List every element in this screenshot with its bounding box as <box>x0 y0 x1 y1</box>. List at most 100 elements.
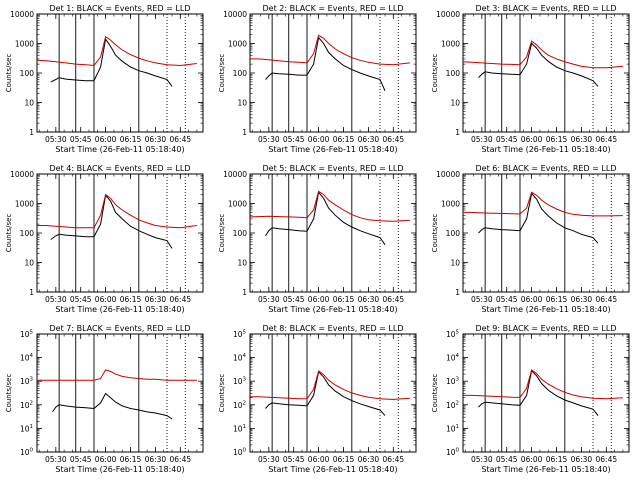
y-tick-label: 104 <box>233 353 247 363</box>
y-tick-label: 10 <box>237 259 247 268</box>
lld-series-line <box>462 40 623 69</box>
y-tick-label: 103 <box>233 377 247 387</box>
y-tick-label: 10000 <box>223 10 247 19</box>
panel-title: Det 4: BLACK = Events, RED = LLD <box>50 164 191 173</box>
x-tick-label: 06:45 <box>596 135 618 144</box>
lld-series-line <box>37 369 197 381</box>
x-axis-label: Start Time (26-Feb-11 05:18:40) <box>481 465 610 474</box>
x-tick-label: 06:00 <box>95 135 117 144</box>
panel-title: Det 1: BLACK = Events, RED = LLD <box>50 4 191 13</box>
y-axis-label: Counts/sec <box>218 54 226 93</box>
x-tick-label: 06:30 <box>145 135 167 144</box>
y-tick-label: 10000 <box>436 10 460 19</box>
events-series-line <box>265 191 386 245</box>
chart-panel-1: 1 10 100 1000 10000 05:30 05:45 06:00 06:15 06:30… <box>5 4 204 154</box>
x-tick-label: 06:00 <box>521 295 543 304</box>
plot-frame <box>249 173 417 293</box>
x-tick-label: 05:30 <box>471 135 493 144</box>
x-tick-label: 05:45 <box>496 135 518 144</box>
y-tick-label: 103 <box>446 377 460 387</box>
lld-series-line <box>463 191 623 217</box>
x-axis-label: Start Time (26-Feb-11 05:18:40) <box>268 305 397 314</box>
chart-panel-5: 1 10 100 1000 10000 05:30 05:45 06:00 06:15 06:30… <box>218 164 417 314</box>
x-tick-label: 05:45 <box>283 455 305 464</box>
y-tick-label: 1 <box>455 288 460 297</box>
y-tick-label: 1 <box>29 288 34 297</box>
y-tick-label: 100 <box>233 448 247 458</box>
y-tick-label: 10000 <box>10 10 34 19</box>
x-tick-label: 05:30 <box>471 295 493 304</box>
x-axis-label: Start Time (26-Feb-11 05:18:40) <box>55 145 184 154</box>
x-tick-label: 05:30 <box>258 295 280 304</box>
x-tick-label: 06:15 <box>546 295 568 304</box>
plot-frame <box>36 333 204 453</box>
y-tick-label: 1 <box>242 288 247 297</box>
x-axis-label: Start Time (26-Feb-11 05:18:40) <box>55 465 184 474</box>
events-series-line <box>265 370 386 416</box>
x-tick-label: 06:45 <box>383 295 405 304</box>
y-tick-label: 101 <box>446 424 459 434</box>
y-tick-label: 10 <box>450 99 460 108</box>
lld-series-line <box>463 369 623 400</box>
x-tick-label: 06:15 <box>333 295 355 304</box>
plot-frame <box>462 173 630 293</box>
panel-title: Det 6: BLACK = Events, RED = LLD <box>476 164 617 173</box>
y-tick-label: 102 <box>20 400 33 410</box>
y-axis-label: Counts/sec <box>431 374 439 413</box>
events-series-line <box>265 36 386 92</box>
x-tick-label: 05:45 <box>283 295 305 304</box>
x-tick-label: 06:15 <box>120 455 142 464</box>
x-tick-label: 06:45 <box>170 295 192 304</box>
panel-title: Det 5: BLACK = Events, RED = LLD <box>263 164 404 173</box>
y-tick-label: 101 <box>20 424 33 434</box>
y-tick-label: 104 <box>20 353 34 363</box>
chart-panel-6: 1 10 100 1000 10000 05:30 05:45 06:00 06:15 06:30… <box>431 164 630 314</box>
x-tick-label: 06:00 <box>308 135 330 144</box>
x-tick-label: 06:15 <box>120 135 142 144</box>
x-tick-label: 06:15 <box>546 135 568 144</box>
x-tick-label: 06:45 <box>170 135 192 144</box>
x-tick-label: 05:45 <box>283 135 305 144</box>
x-tick-label: 05:45 <box>70 135 92 144</box>
chart-panel-2: 1 10 100 1000 10000 05:30 05:45 06:00 06:15 06:30… <box>218 4 417 154</box>
y-tick-label: 100 <box>446 448 460 458</box>
x-tick-label: 05:45 <box>70 455 92 464</box>
x-tick-label: 06:15 <box>333 455 355 464</box>
x-tick-label: 06:30 <box>358 135 380 144</box>
y-tick-label: 101 <box>233 424 246 434</box>
y-tick-label: 105 <box>233 330 247 340</box>
x-tick-label: 06:00 <box>95 295 117 304</box>
x-tick-label: 06:30 <box>571 455 593 464</box>
x-tick-label: 06:15 <box>120 295 142 304</box>
y-tick-label: 100 <box>446 229 461 238</box>
x-tick-label: 05:30 <box>45 135 67 144</box>
x-tick-label: 06:45 <box>596 295 618 304</box>
lld-series-line <box>250 34 410 66</box>
x-tick-label: 06:30 <box>358 455 380 464</box>
events-series-line <box>478 369 599 416</box>
events-series-line <box>478 42 599 87</box>
x-tick-label: 05:45 <box>496 455 518 464</box>
y-tick-label: 103 <box>20 377 34 387</box>
plot-frame <box>36 173 204 293</box>
x-axis-label: Start Time (26-Feb-11 05:18:40) <box>268 145 397 154</box>
y-tick-label: 1000 <box>228 200 247 209</box>
y-tick-label: 102 <box>233 400 246 410</box>
y-tick-label: 100 <box>446 69 461 78</box>
y-tick-label: 100 <box>233 69 248 78</box>
y-tick-label: 10 <box>237 99 247 108</box>
y-tick-label: 104 <box>446 353 460 363</box>
x-tick-label: 05:30 <box>258 455 280 464</box>
lld-series-line <box>249 190 410 222</box>
y-tick-label: 100 <box>20 69 35 78</box>
panel-title: Det 9: BLACK = Events, RED = LLD <box>476 324 617 333</box>
plot-frame <box>462 13 630 133</box>
plot-frame <box>249 333 417 453</box>
x-tick-label: 05:30 <box>258 135 280 144</box>
x-tick-label: 06:00 <box>521 455 543 464</box>
x-axis-label: Start Time (26-Feb-11 05:18:40) <box>268 465 397 474</box>
x-tick-label: 06:30 <box>145 295 167 304</box>
x-tick-label: 06:45 <box>596 455 618 464</box>
